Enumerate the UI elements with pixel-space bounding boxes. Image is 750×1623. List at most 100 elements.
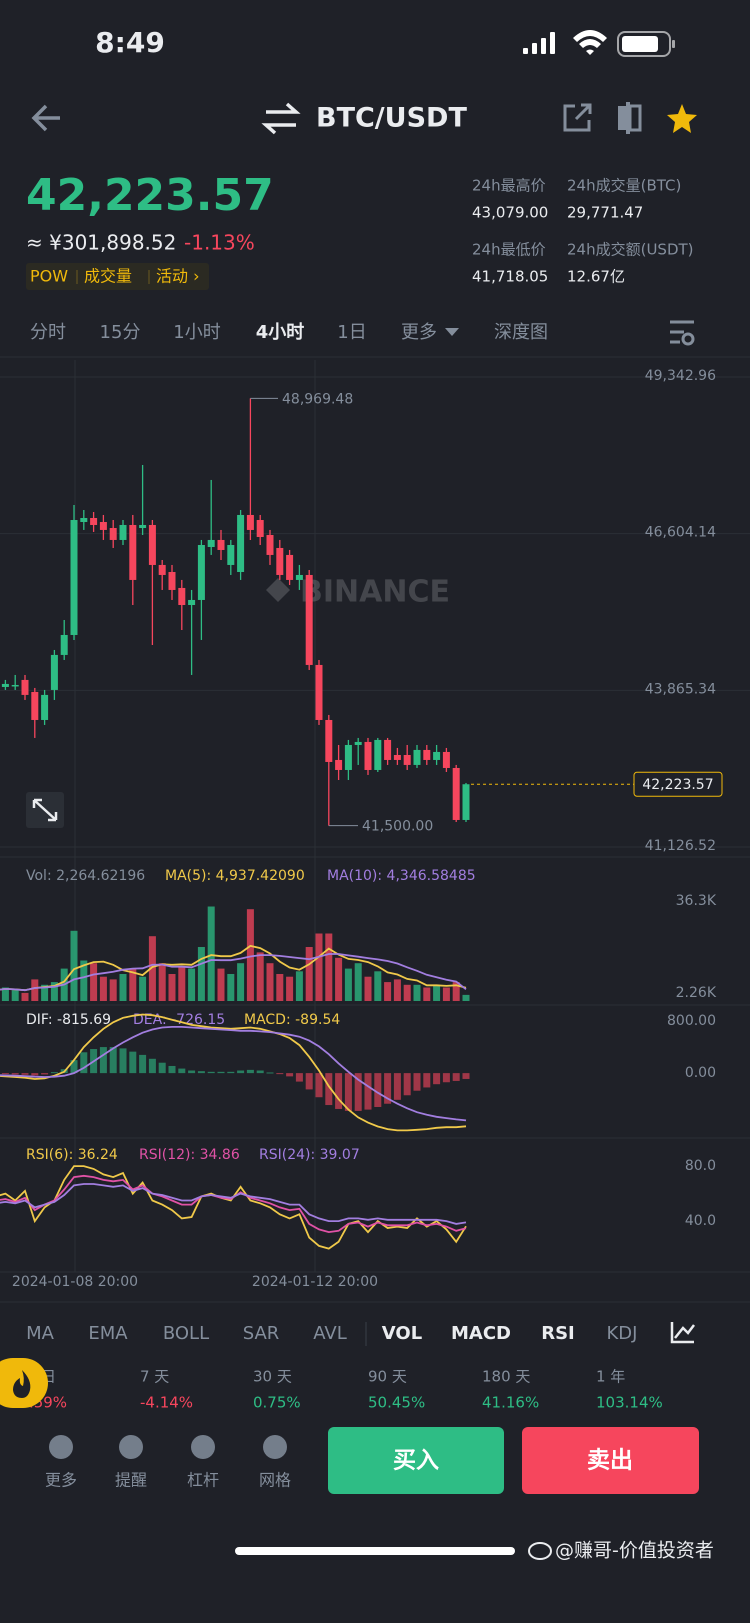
tool-label[interactable]: 提醒 (115, 1471, 147, 1490)
cny-price: ≈ ¥301,898.52 (26, 231, 176, 255)
share-icon[interactable] (563, 103, 592, 132)
chart-settings-icon[interactable] (670, 320, 695, 346)
volume-bar (168, 974, 176, 1001)
fire-icon (13, 1370, 31, 1398)
indicator-tab[interactable]: BOLL (163, 1323, 209, 1344)
rsi-line (0, 1165, 467, 1250)
tool-icon[interactable] (191, 1435, 215, 1459)
indicator-tab[interactable]: KDJ (607, 1323, 638, 1344)
tool-label[interactable]: 更多 (45, 1471, 77, 1490)
interval-tab[interactable]: 1日 (337, 322, 366, 343)
y-tick-label: 43,865.34 (645, 681, 716, 697)
volume-bar (178, 965, 186, 1001)
sell-label[interactable]: 卖出 (587, 1448, 633, 1474)
candle-body (374, 739, 382, 770)
volume-bar (344, 968, 352, 1001)
volume-bar (325, 933, 333, 1001)
stat-label: 24h成交额(USDT) (567, 241, 694, 259)
stat-value: 43,079.00 (472, 204, 548, 222)
indicator-tab[interactable]: MA (26, 1323, 55, 1344)
volume-bar (139, 976, 147, 1001)
tag[interactable]: 活动 › (156, 267, 200, 286)
tool-label[interactable]: 杠杆 (187, 1471, 219, 1490)
interval-tab[interactable]: 深度图 (494, 322, 548, 343)
watermark-text: BINANCE (300, 575, 450, 610)
watermark: BINANCE (266, 575, 450, 610)
macd-line (0, 1013, 467, 1132)
interval-tab[interactable]: 更多 (401, 322, 437, 343)
tool-label[interactable]: 网格 (259, 1471, 291, 1490)
tag[interactable]: POW (30, 267, 68, 286)
candle-body (129, 524, 137, 580)
macd-bar (99, 1047, 107, 1074)
macd-bar (227, 1071, 235, 1074)
volume-bar (286, 976, 294, 1001)
fullscreen-icon[interactable] (26, 792, 64, 828)
macd-bar (374, 1073, 382, 1107)
tool-icon[interactable] (119, 1435, 143, 1459)
candle-body (11, 684, 19, 687)
macd-bar (266, 1072, 274, 1074)
x-tick-label: 2024-01-08 20:00 (12, 1274, 138, 1290)
candle-body (188, 599, 196, 606)
macd-bar (393, 1073, 401, 1100)
swap-icon[interactable] (261, 102, 301, 135)
tag-strip (26, 263, 209, 290)
interval-tab[interactable]: 4小时 (256, 322, 305, 343)
stat-label: 24h成交量(BTC) (567, 177, 681, 195)
candle-body (335, 759, 343, 770)
candle-body (276, 547, 284, 575)
candle-body (305, 574, 313, 665)
pair-title[interactable]: BTC/USDT (316, 103, 467, 134)
indicator-tab[interactable]: MACD (451, 1323, 511, 1344)
macd-bar (207, 1071, 215, 1074)
tag[interactable]: 成交量 (84, 267, 132, 286)
indicator-tab[interactable]: AVL (313, 1323, 347, 1344)
volume-bar (188, 968, 196, 1001)
buy-label[interactable]: 买入 (393, 1448, 439, 1474)
indicator-tab[interactable]: EMA (88, 1323, 128, 1344)
macd-bar (433, 1073, 441, 1085)
candle-body (21, 679, 29, 695)
volume-bar (256, 952, 264, 1001)
volume-bar (384, 982, 392, 1001)
indicator-tab[interactable]: VOL (382, 1323, 422, 1344)
candle-body (207, 539, 215, 548)
legend-vol: Vol: 2,264.62196 (26, 868, 145, 884)
indicator-settings-icon[interactable] (670, 1322, 695, 1344)
period-value: 103.14% (596, 1394, 663, 1412)
volume-bar (246, 909, 254, 1001)
macd-bar (276, 1073, 284, 1075)
macd-bar (178, 1068, 186, 1074)
interval-tab[interactable]: 1小时 (173, 322, 220, 343)
candle-body (413, 749, 421, 765)
macd-bar (286, 1073, 294, 1077)
back-button[interactable] (31, 104, 60, 132)
volume-bar (364, 976, 372, 1001)
macd-bar (256, 1070, 264, 1074)
y-tick-label: 0.00 (685, 1065, 716, 1081)
buy-button[interactable] (328, 1427, 504, 1494)
interval-tab[interactable]: 分时 (30, 322, 66, 343)
candle-body (31, 691, 39, 720)
stat-label: 24h最高价 (472, 177, 546, 195)
candle-body (99, 522, 107, 530)
low-label: 41,500.00 (362, 819, 433, 835)
macd-bar (50, 1072, 58, 1074)
compare-icon[interactable] (618, 102, 642, 134)
x-tick-label: 2024-01-12 20:00 (252, 1274, 378, 1290)
sell-button[interactable] (522, 1427, 699, 1494)
candle-body (178, 587, 186, 606)
period-value: 41.16% (482, 1394, 539, 1412)
rsi-line (0, 1174, 467, 1234)
y-tick-label: 2.26K (676, 985, 717, 1001)
volume-bar (41, 984, 49, 1001)
tool-icon[interactable] (263, 1435, 287, 1459)
y-tick-label: 49,342.96 (645, 368, 716, 384)
panel-grid (0, 360, 750, 1303)
indicator-tab[interactable]: RSI (541, 1323, 575, 1344)
favorite-star[interactable] (667, 104, 697, 133)
indicator-tab[interactable]: SAR (243, 1323, 280, 1344)
interval-tab[interactable]: 15分 (100, 322, 141, 343)
tool-icon[interactable] (49, 1435, 73, 1459)
